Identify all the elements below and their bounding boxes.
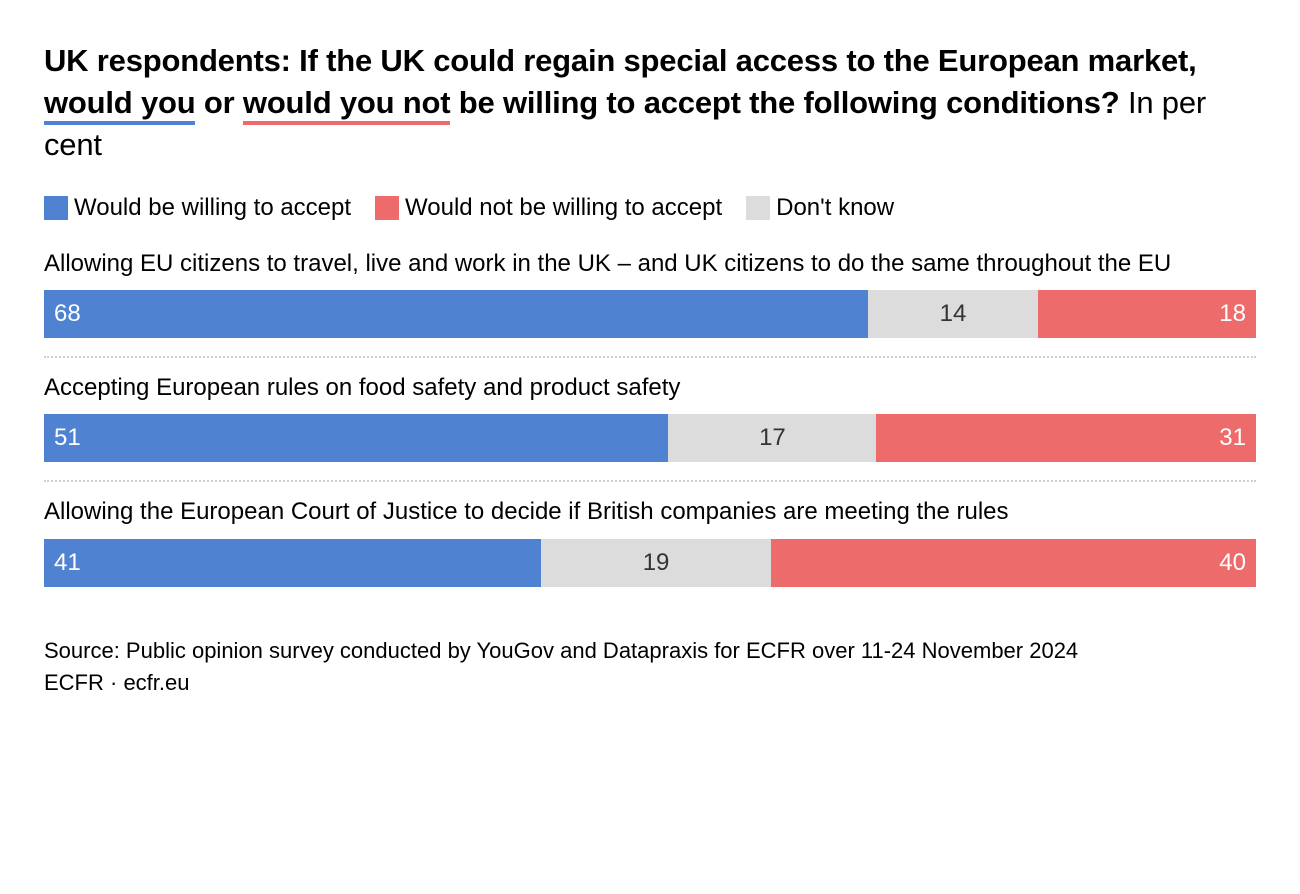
stacked-bar: 51 17 31	[44, 414, 1256, 462]
bar-segment-notaccept: 40	[771, 539, 1256, 587]
legend-label-notaccept: Would not be willing to accept	[405, 194, 722, 222]
title-mid: or	[195, 85, 242, 120]
bar-row-label: Accepting European rules on food safety …	[44, 372, 1256, 404]
bar-segment-notaccept: 31	[876, 414, 1256, 462]
bar-rows: Allowing EU citizens to travel, live and…	[44, 248, 1256, 619]
bar-segment-dontknow: 19	[541, 539, 771, 587]
bar-segment-accept: 68	[44, 290, 868, 338]
bar-row: Allowing the European Court of Justice t…	[44, 496, 1256, 604]
legend-label-accept: Would be willing to accept	[74, 194, 351, 222]
title-part2: be willing to accept the following condi…	[450, 85, 1119, 120]
title-underlined-would-you: would you	[44, 85, 195, 125]
bar-row: Accepting European rules on food safety …	[44, 372, 1256, 482]
legend-label-dontknow: Don't know	[776, 194, 894, 222]
title-part1: UK respondents: If the UK could regain s…	[44, 43, 1197, 78]
bar-row: Allowing EU citizens to travel, live and…	[44, 248, 1256, 358]
bar-row-label: Allowing EU citizens to travel, live and…	[44, 248, 1256, 280]
legend: Would be willing to accept Would not be …	[44, 194, 1256, 222]
legend-item-notaccept: Would not be willing to accept	[375, 194, 722, 222]
chart-footer: Source: Public opinion survey conducted …	[44, 635, 1256, 699]
legend-item-dontknow: Don't know	[746, 194, 894, 222]
legend-swatch-dontknow	[746, 196, 770, 220]
legend-swatch-accept	[44, 196, 68, 220]
bar-segment-accept: 51	[44, 414, 668, 462]
legend-swatch-notaccept	[375, 196, 399, 220]
legend-item-accept: Would be willing to accept	[44, 194, 351, 222]
bar-segment-notaccept: 18	[1038, 290, 1256, 338]
chart-title: UK respondents: If the UK could regain s…	[44, 40, 1256, 166]
chart-container: UK respondents: If the UK could regain s…	[0, 0, 1300, 894]
bar-segment-dontknow: 17	[668, 414, 876, 462]
bar-segment-dontknow: 14	[868, 290, 1038, 338]
title-underlined-would-you-not: would you not	[243, 85, 450, 125]
footer-source: Source: Public opinion survey conducted …	[44, 635, 1256, 667]
stacked-bar: 41 19 40	[44, 539, 1256, 587]
bar-row-label: Allowing the European Court of Justice t…	[44, 496, 1256, 528]
footer-byline: ECFR · ecfr.eu	[44, 667, 1256, 699]
stacked-bar: 68 14 18	[44, 290, 1256, 338]
bar-segment-accept: 41	[44, 539, 541, 587]
